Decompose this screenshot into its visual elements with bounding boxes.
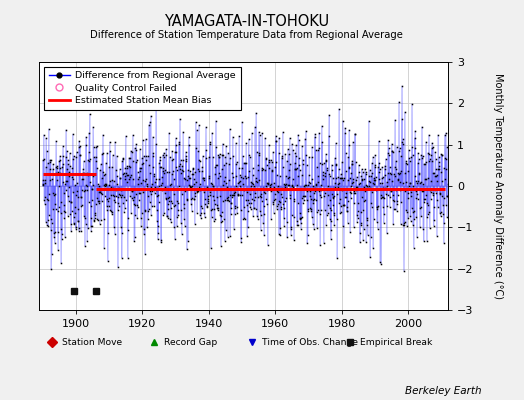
- Text: Time of Obs. Change: Time of Obs. Change: [262, 338, 358, 347]
- Text: Record Gap: Record Gap: [164, 338, 217, 347]
- Text: Empirical Break: Empirical Break: [360, 338, 432, 347]
- Legend: Difference from Regional Average, Quality Control Failed, Estimated Station Mean: Difference from Regional Average, Qualit…: [44, 67, 241, 110]
- Text: Difference of Station Temperature Data from Regional Average: Difference of Station Temperature Data f…: [90, 30, 403, 40]
- Text: Station Move: Station Move: [62, 338, 122, 347]
- Text: Berkeley Earth: Berkeley Earth: [406, 386, 482, 396]
- Text: YAMAGATA-IN-TOHOKU: YAMAGATA-IN-TOHOKU: [163, 14, 329, 29]
- Y-axis label: Monthly Temperature Anomaly Difference (°C): Monthly Temperature Anomaly Difference (…: [493, 73, 503, 299]
